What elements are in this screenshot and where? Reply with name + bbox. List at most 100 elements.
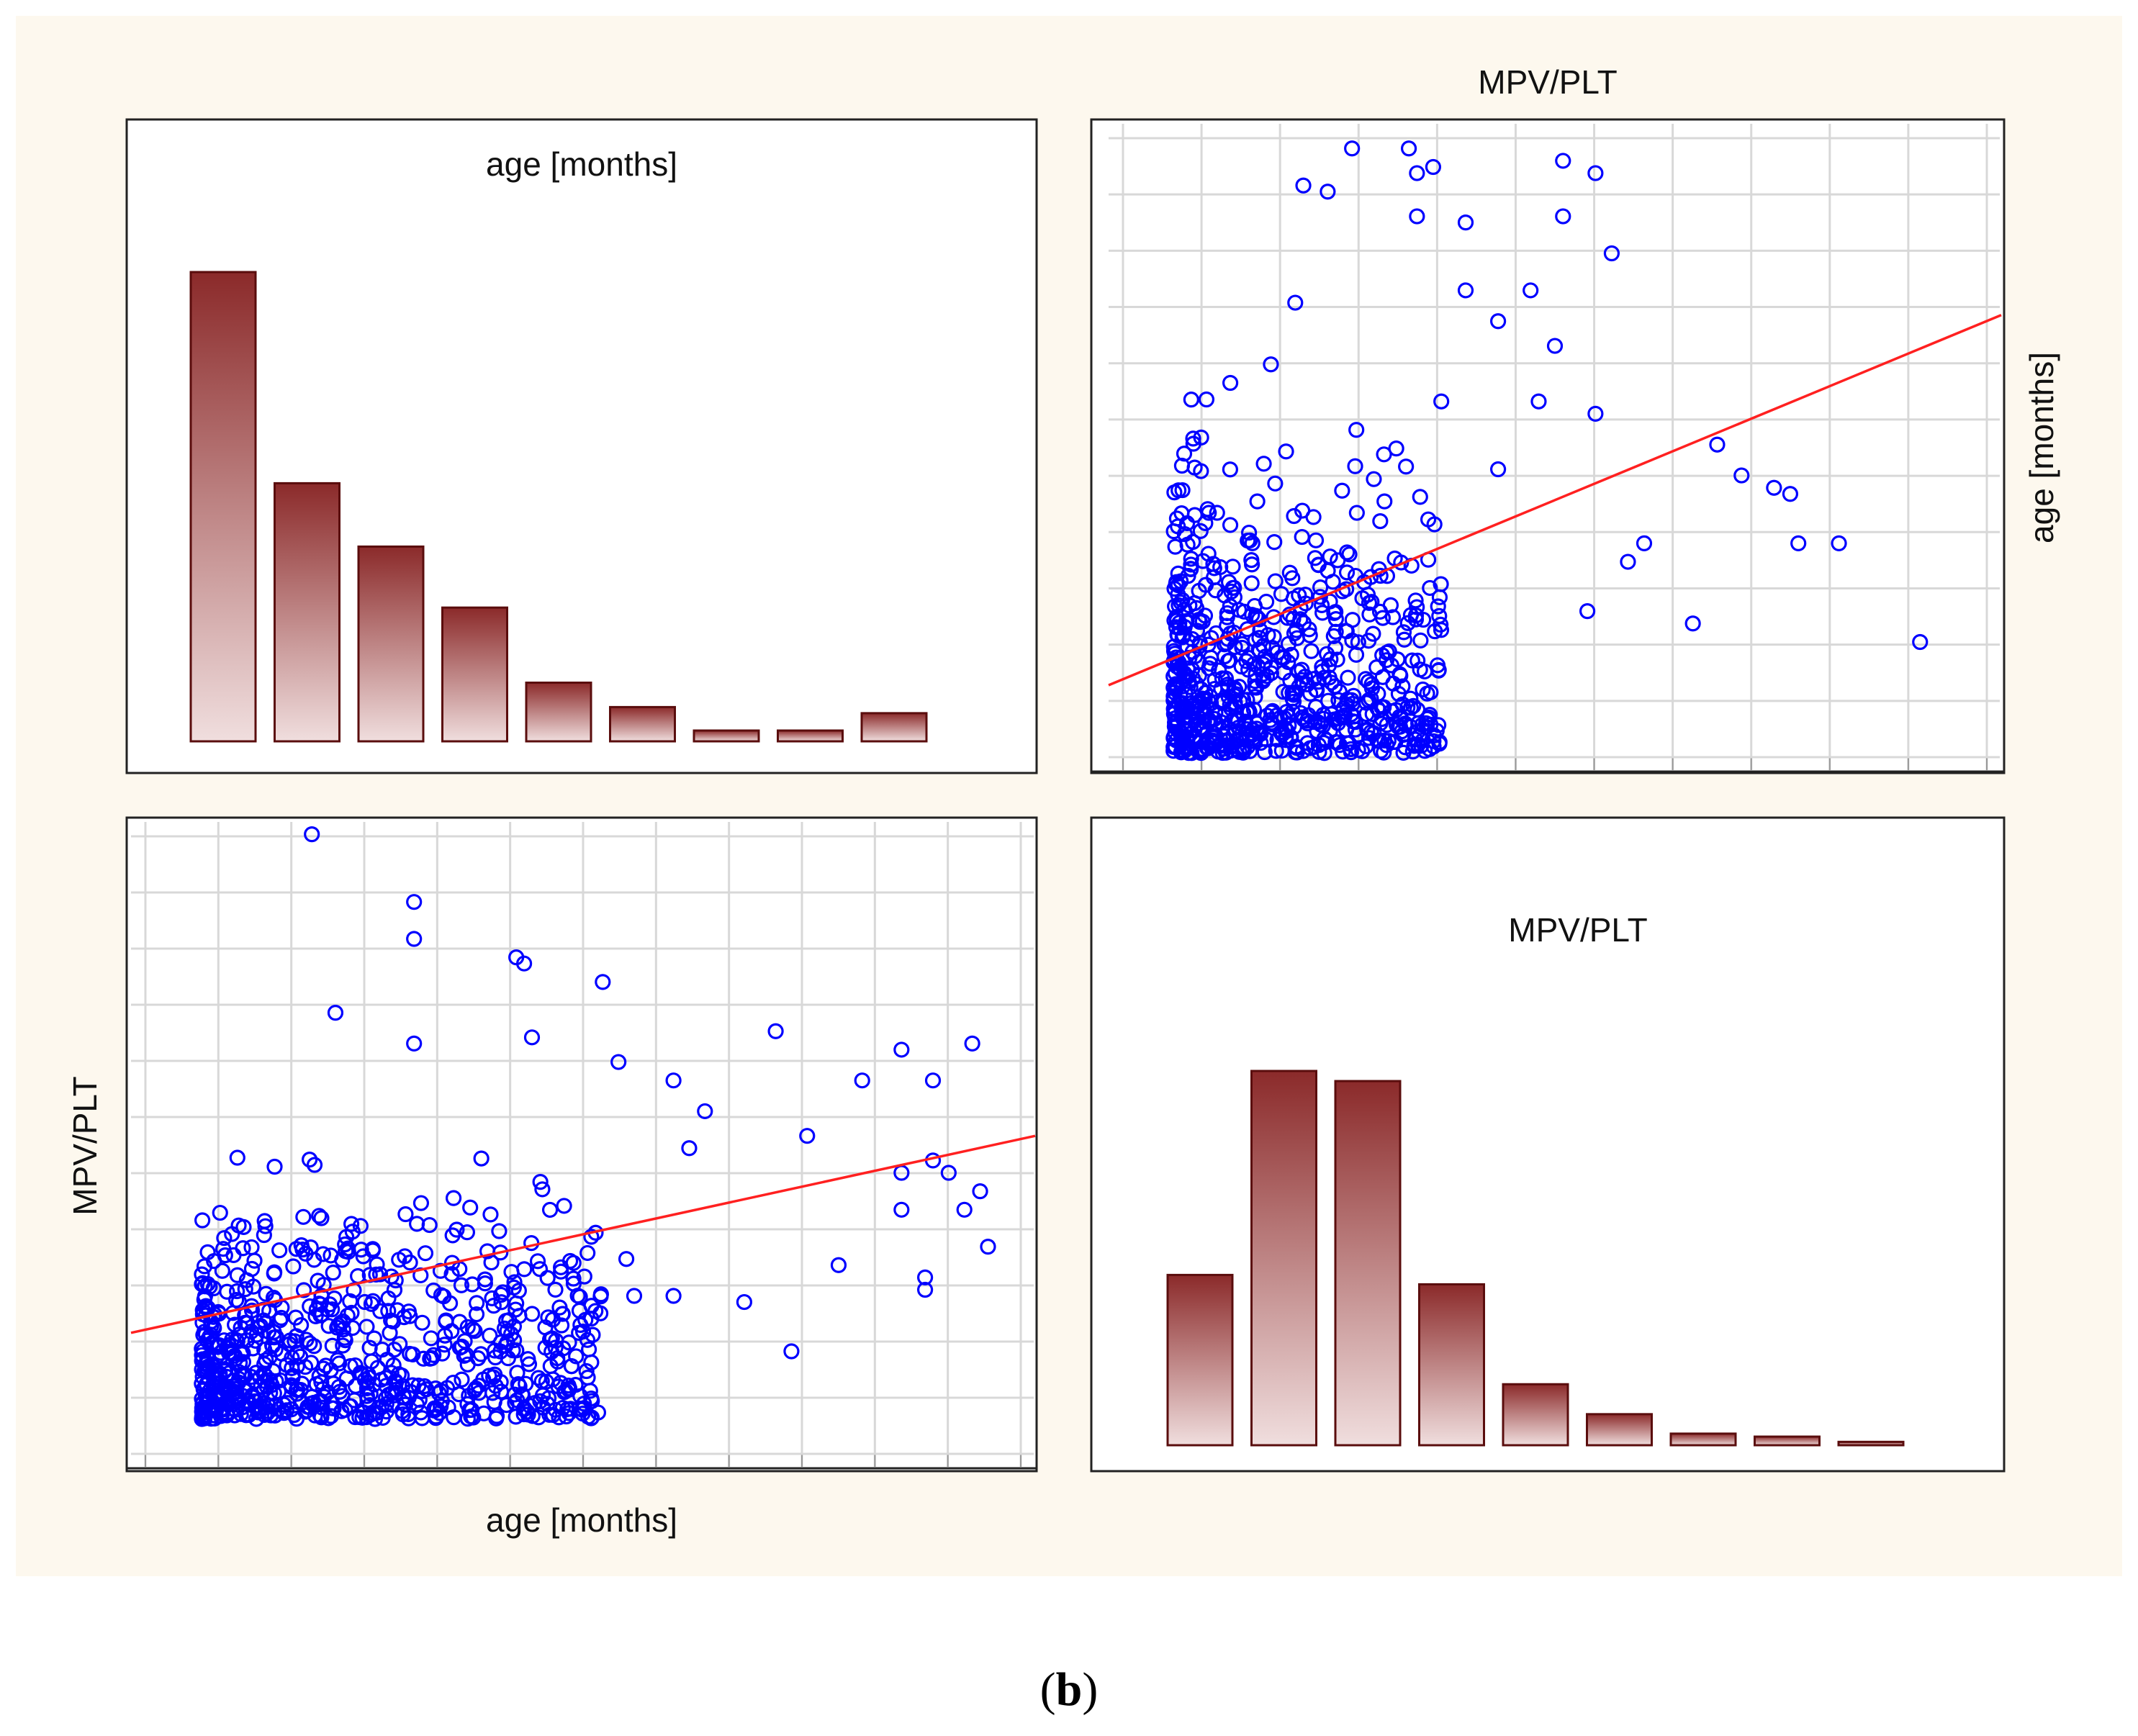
scatter-point xyxy=(1173,594,1189,611)
scatter-point xyxy=(1338,564,1356,581)
scatter-point xyxy=(343,1216,360,1232)
scatter-point xyxy=(1226,589,1242,606)
scatter-point xyxy=(270,1401,287,1417)
scatter-point xyxy=(526,1395,543,1411)
scatter-point xyxy=(468,1306,485,1323)
scatter-point xyxy=(1178,515,1196,532)
scatter-point xyxy=(248,1326,265,1343)
scatter-point xyxy=(1347,721,1364,738)
scatter-point xyxy=(565,1275,582,1292)
scatter-point xyxy=(515,955,533,972)
scatter-point xyxy=(1251,724,1268,741)
scatter-point xyxy=(1530,393,1547,410)
scatter-point xyxy=(289,1344,305,1361)
scatter-point xyxy=(1266,628,1282,645)
histogram-bar xyxy=(777,729,844,743)
scatter-point xyxy=(1398,458,1415,475)
histogram-bar xyxy=(189,271,257,743)
histogram-bar xyxy=(693,729,760,743)
scatter-point xyxy=(342,1357,358,1375)
scatter-point xyxy=(572,1316,589,1334)
scatter-point xyxy=(295,1208,312,1225)
scatter-point xyxy=(571,1400,587,1417)
scatter-point xyxy=(320,1410,337,1427)
scatter-point xyxy=(312,1307,329,1324)
scatter-point xyxy=(1555,208,1571,225)
scatter-point xyxy=(1348,505,1365,521)
scatter-point xyxy=(1350,741,1366,759)
scatter-point xyxy=(1376,493,1393,510)
scatter-point xyxy=(1587,405,1604,422)
scatter-point xyxy=(1412,632,1429,648)
scatter-point xyxy=(1257,653,1273,669)
scatter-point xyxy=(1388,440,1404,457)
scatter-point xyxy=(1302,627,1318,643)
scatter-point xyxy=(492,1343,509,1360)
scatter-point xyxy=(215,1404,231,1421)
scatter-point xyxy=(406,931,423,947)
scatter-point xyxy=(464,1276,481,1293)
scatter-point xyxy=(610,1054,627,1070)
scatter-point xyxy=(459,1356,476,1373)
scatter-point xyxy=(1256,743,1273,761)
scatter-point xyxy=(1259,707,1276,724)
scatter-point xyxy=(1489,461,1507,478)
scatter-point xyxy=(258,1352,274,1368)
scatter-point xyxy=(1363,594,1380,610)
histogram-bar xyxy=(357,545,425,743)
scatter-point xyxy=(225,1247,242,1264)
scatter-point xyxy=(1241,524,1258,541)
scatter-point xyxy=(1176,710,1192,726)
scatter-point xyxy=(197,1362,215,1378)
scatter-point xyxy=(1297,595,1314,612)
scatter-point xyxy=(626,1288,643,1304)
scatter-point xyxy=(1366,471,1382,487)
scatter-point xyxy=(1358,671,1374,687)
scatter-point xyxy=(1276,664,1292,681)
scatter-point xyxy=(1546,338,1564,354)
plot-frame xyxy=(1090,118,2006,773)
scatter-point xyxy=(1327,640,1344,656)
scatter-point xyxy=(338,1229,355,1245)
scatter-point xyxy=(261,1349,278,1365)
scatter-point xyxy=(544,1371,561,1388)
scatter-point xyxy=(1733,467,1750,484)
scatter-point xyxy=(491,1223,508,1239)
scatter-point xyxy=(265,1289,282,1306)
scatter-point xyxy=(1240,702,1257,718)
scatter-point xyxy=(333,1403,350,1419)
scatter-point xyxy=(492,1286,510,1303)
scatter-point xyxy=(1245,656,1263,672)
scatter-point xyxy=(563,1358,580,1375)
scatter-point xyxy=(1330,692,1347,708)
scatter-point xyxy=(1255,456,1272,472)
scatter-point xyxy=(1363,690,1379,707)
scatter-point xyxy=(1489,313,1507,330)
scatter-point xyxy=(196,1258,213,1275)
scatter-point xyxy=(493,1294,510,1311)
scatter-point xyxy=(443,1323,460,1339)
scatter-point xyxy=(1222,598,1238,615)
scatter-point xyxy=(1188,600,1205,616)
scatter-point xyxy=(237,1367,253,1384)
scatter-point xyxy=(1209,505,1225,521)
scatter-point xyxy=(217,1247,233,1264)
scatter-point xyxy=(1284,703,1301,720)
scatter-point xyxy=(498,1397,515,1414)
caption-open: ( xyxy=(1039,1663,1056,1716)
scatter-point xyxy=(1416,663,1433,680)
caption-close: ) xyxy=(1082,1663,1099,1716)
histogram-bar xyxy=(1837,1440,1905,1447)
scatter-point xyxy=(406,894,423,910)
scatter-point xyxy=(549,1353,566,1370)
scatter-point xyxy=(583,1229,600,1245)
scatter-point xyxy=(339,1307,356,1324)
scatter-point xyxy=(197,1278,213,1295)
scatter-point xyxy=(783,1343,800,1360)
scatter-point xyxy=(1587,165,1604,181)
scatter-point xyxy=(1287,744,1304,761)
scatter-point xyxy=(1321,669,1338,686)
scatter-point xyxy=(1263,356,1279,373)
scatter-point xyxy=(540,1309,556,1326)
scatter-point xyxy=(366,1330,382,1347)
